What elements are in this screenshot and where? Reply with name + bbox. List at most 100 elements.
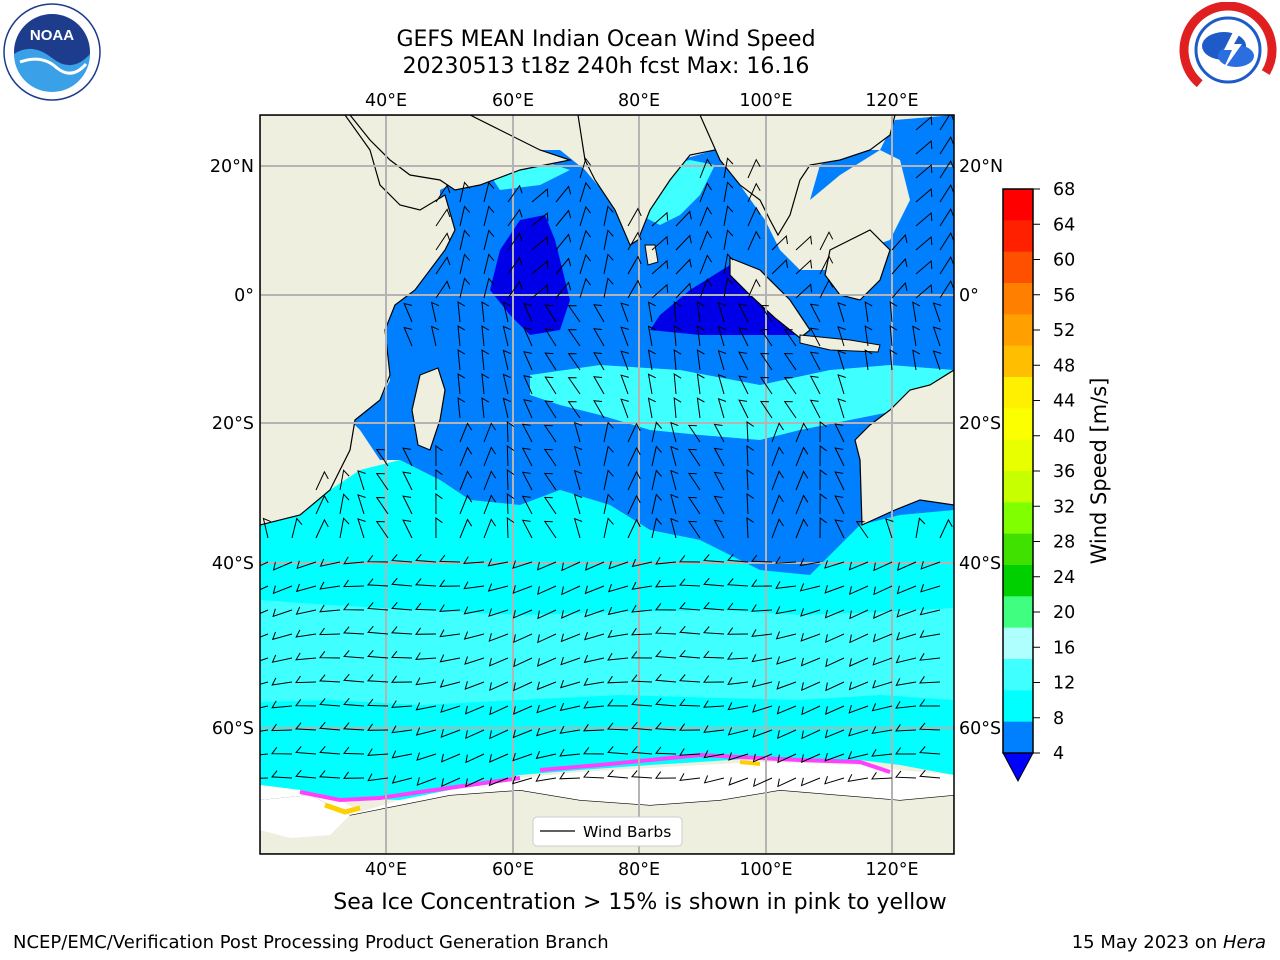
wind-barb <box>873 609 893 619</box>
wind-barb <box>915 235 933 251</box>
colorbar-segment <box>1003 220 1033 253</box>
wind-barb <box>703 675 725 683</box>
wind-barb <box>703 577 725 587</box>
lat-label: 40°S <box>959 554 1001 574</box>
wind-barb <box>463 556 485 564</box>
wind-barb <box>627 231 642 251</box>
lon-label: 80°E <box>618 860 660 880</box>
colorbar-tick-label: 44 <box>1053 392 1075 412</box>
wind-barb <box>824 560 845 569</box>
wind-barb <box>834 423 845 443</box>
wind-barb <box>713 447 725 467</box>
wind-barb <box>620 398 629 419</box>
wind-barb <box>849 609 869 620</box>
wind-barb <box>357 494 366 515</box>
wind-barb <box>746 517 754 539</box>
wind-barb <box>775 556 797 564</box>
wind-barb <box>439 654 461 663</box>
wind-barb <box>343 556 365 565</box>
wind-barb <box>391 725 413 734</box>
wind-barb <box>873 585 893 596</box>
wind-barb <box>457 373 466 395</box>
colorbar-segment <box>1003 533 1033 566</box>
wind-barb <box>543 448 557 467</box>
wind-barb <box>631 674 653 683</box>
wind-barb <box>687 520 701 539</box>
wind-barb <box>536 561 557 571</box>
wind-barb <box>738 375 749 395</box>
wind-barb <box>483 229 495 251</box>
wind-barb <box>939 184 954 203</box>
colorbar-segment <box>1003 565 1033 597</box>
wind-barb <box>932 302 942 323</box>
wind-barb <box>260 753 269 756</box>
wind-barb <box>655 771 677 779</box>
colorbar-segment <box>1003 439 1033 472</box>
wind-barb <box>502 373 511 395</box>
wind-barb <box>939 136 954 155</box>
wind-barb <box>631 745 653 755</box>
wind-barb <box>603 469 614 491</box>
wind-barb <box>771 518 784 539</box>
wind-barb <box>523 375 533 395</box>
wind-barb <box>872 633 893 643</box>
wind-barb <box>777 729 797 740</box>
wind-barb <box>670 493 679 515</box>
wind-barb <box>543 496 557 515</box>
wind-barb <box>502 397 511 419</box>
wind-barb <box>771 494 784 515</box>
wind-barb <box>488 608 509 617</box>
wind-barb <box>939 115 954 131</box>
wind-barb <box>915 259 933 275</box>
wind-barb <box>488 633 509 642</box>
wind-barb <box>919 676 941 684</box>
map-legend: Wind Barbs <box>532 816 683 847</box>
wind-barb <box>801 729 821 740</box>
wind-barb <box>819 445 827 467</box>
wind-barb <box>367 773 389 782</box>
wind-barb <box>583 700 605 709</box>
wind-barb <box>440 704 461 713</box>
wind-barb <box>603 205 614 227</box>
wind-barb <box>723 253 734 275</box>
wind-barb <box>579 229 591 251</box>
wind-barb <box>647 301 656 323</box>
wind-barb <box>795 283 813 299</box>
wind-barb <box>489 705 509 716</box>
wind-barb <box>825 657 845 668</box>
wind-barb <box>271 700 293 709</box>
wind-barb <box>483 205 495 227</box>
wind-barb <box>260 585 269 591</box>
wind-barb <box>699 206 713 227</box>
wind-barb <box>728 777 749 786</box>
wind-barb <box>777 753 797 764</box>
wind-barb <box>272 561 293 571</box>
wind-barb <box>481 397 490 419</box>
wind-barb <box>603 229 614 251</box>
wind-barb <box>464 681 485 690</box>
wind-barb <box>864 325 873 347</box>
wind-barb <box>759 376 773 395</box>
wind-barb <box>670 445 679 467</box>
wind-barb <box>759 400 773 419</box>
wind-barb <box>703 750 725 759</box>
wind-barb <box>403 302 413 323</box>
wind-barb <box>713 495 725 515</box>
wind-barb <box>512 609 533 619</box>
wind-barb <box>319 581 341 590</box>
wind-barb <box>919 607 941 616</box>
wind-barb <box>271 747 293 755</box>
wind-barb <box>567 329 581 347</box>
wind-barb <box>752 753 773 763</box>
wind-barb <box>481 325 490 347</box>
wind-barb <box>717 373 727 395</box>
wind-barb <box>775 606 797 615</box>
wind-barb <box>513 705 533 715</box>
wind-barb <box>679 723 701 731</box>
colorbar-segment <box>1003 659 1033 691</box>
wind-barb <box>506 493 515 515</box>
wind-barb <box>583 770 605 779</box>
wind-barb <box>703 650 725 659</box>
wind-barb <box>717 349 727 371</box>
